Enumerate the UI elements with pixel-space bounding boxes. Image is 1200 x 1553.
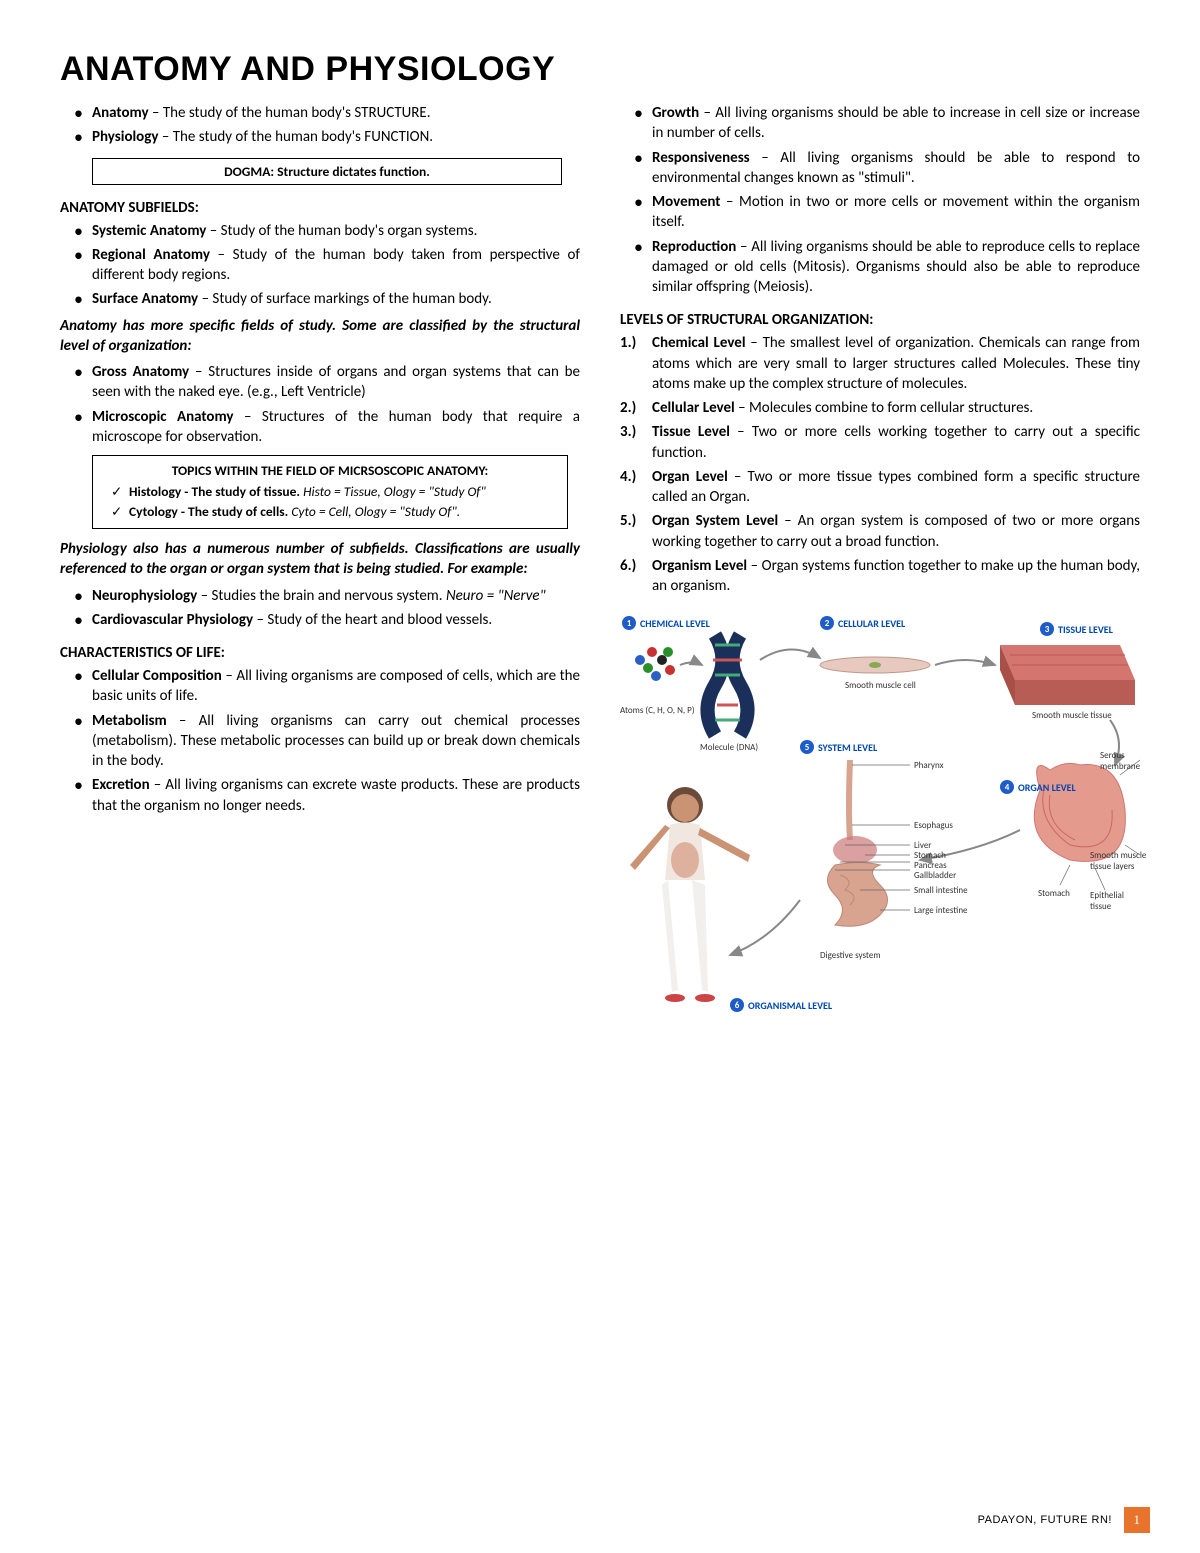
level-chemical: 1.)Chemical Level – The smallest level o… [652, 333, 1140, 394]
dogma-box: DOGMA: Structure dictates function. [92, 158, 562, 185]
badge-cellular: 2CELLULAR LEVEL [820, 616, 905, 630]
right-column: Growth – All living organisms should be … [620, 103, 1140, 1030]
char-metabolism: Metabolism – All living organisms can ca… [92, 711, 580, 772]
field-gross: Gross Anatomy – Structures inside of org… [92, 362, 580, 403]
def-anatomy: Anatomy – The study of the human body's … [92, 103, 580, 123]
levels-diagram: 1CHEMICAL LEVEL 2CELLULAR LEVEL 3TISSUE … [620, 610, 1140, 1030]
micro-cytology: Cytology - The study of cells. Cyto = Ce… [129, 503, 553, 521]
atoms-graphic [635, 647, 675, 681]
physiology-subfields-list: Neurophysiology – Studies the brain and … [60, 586, 580, 631]
char-movement: Movement – Motion in two or more cells o… [652, 192, 1140, 233]
level-organism: 6.)Organism Level – Organ systems functi… [652, 556, 1140, 597]
micro-histology: Histology - The study of tissue. Histo =… [129, 483, 553, 501]
label-smooth-layers: Smooth muscle tissue layers [1090, 850, 1150, 872]
label-digestive: Digestive system [820, 950, 881, 961]
label-gallbladder: Gallbladder [914, 870, 956, 881]
label-smooth-tissue: Smooth muscle tissue [1032, 710, 1112, 721]
subfield-regional: Regional Anatomy – Study of the human bo… [92, 245, 580, 286]
subfields-list: Systemic Anatomy – Study of the human bo… [60, 221, 580, 310]
microscopic-topics-box: TOPICS WITHIN THE FIELD OF MICRSOSCOPIC … [92, 455, 568, 529]
label-serous: Serous membrane [1100, 750, 1150, 772]
label-small-intestine: Small intestine [914, 885, 968, 896]
label-stomach: Stomach [1038, 888, 1070, 899]
subfield-systemic: Systemic Anatomy – Study of the human bo… [92, 221, 580, 241]
classified-paragraph: Anatomy has more specific fields of stud… [60, 316, 580, 357]
left-column: Anatomy – The study of the human body's … [60, 103, 580, 1030]
def-physiology: Physiology – The study of the human body… [92, 127, 580, 147]
badge-organ: 4ORGAN LEVEL [1000, 780, 1076, 794]
cell-graphic [820, 657, 930, 673]
label-atoms: Atoms (C, H, O, N, P) [620, 705, 695, 716]
organ-graphic [1034, 764, 1125, 862]
char-reproduction: Reproduction – All living organisms shou… [652, 237, 1140, 298]
badge-tissue: 3TISSUE LEVEL [1040, 622, 1113, 636]
characteristics-list-right: Growth – All living organisms should be … [620, 103, 1140, 297]
label-esophagus: Esophagus [914, 820, 953, 831]
physio-neuro: Neurophysiology – Studies the brain and … [92, 586, 580, 606]
diagram-svg [620, 610, 1140, 1030]
level-organ: 4.)Organ Level – Two or more tissue type… [652, 467, 1140, 508]
subfield-surface: Surface Anatomy – Study of surface marki… [92, 289, 580, 309]
level-system: 5.)Organ System Level – An organ system … [652, 511, 1140, 552]
char-responsiveness: Responsiveness – All living organisms sh… [652, 148, 1140, 189]
subfields-heading: ANATOMY SUBFIELDS: [60, 199, 580, 217]
footer-text: PADAYON, FUTURE RN! [978, 1514, 1112, 1526]
char-growth: Growth – All living organisms should be … [652, 103, 1140, 144]
badge-organismal: 6ORGANISMAL LEVEL [730, 998, 832, 1012]
tissue-graphic [1000, 645, 1135, 705]
page-number: 1 [1124, 1507, 1150, 1533]
char-excretion: Excretion – All living organisms can exc… [92, 775, 580, 816]
label-epithelial: Epithelial tissue [1090, 890, 1140, 912]
structural-fields-list: Gross Anatomy – Structures inside of org… [60, 362, 580, 447]
levels-heading: LEVELS OF STRUCTURAL ORGANIZATION: [620, 311, 1140, 329]
level-cellular: 2.)Cellular Level – Molecules combine to… [652, 398, 1140, 418]
organism-graphic [630, 787, 750, 1002]
field-microscopic: Microscopic Anatomy – Structures of the … [92, 407, 580, 448]
micro-box-title: TOPICS WITHIN THE FIELD OF MICRSOSCOPIC … [107, 462, 553, 479]
characteristics-list-left: Cellular Composition – All living organi… [60, 666, 580, 816]
label-smooth-cell: Smooth muscle cell [845, 680, 916, 691]
level-tissue: 3.)Tissue Level – Two or more cells work… [652, 422, 1140, 463]
page-footer: PADAYON, FUTURE RN! 1 [978, 1507, 1150, 1533]
definitions-list: Anatomy – The study of the human body's … [60, 103, 580, 148]
physio-cardio: Cardiovascular Physiology – Study of the… [92, 610, 580, 630]
badge-chemical: 1CHEMICAL LEVEL [622, 616, 710, 630]
label-pharynx: Pharynx [914, 760, 944, 771]
physiology-paragraph: Physiology also has a numerous number of… [60, 539, 580, 580]
levels-list: 1.)Chemical Level – The smallest level o… [620, 333, 1140, 596]
badge-system: 5SYSTEM LEVEL [800, 740, 877, 754]
label-molecule: Molecule (DNA) [700, 742, 758, 753]
dna-graphic [708, 635, 748, 735]
page-title: ANATOMY AND PHYSIOLOGY [60, 50, 1140, 89]
label-large-intestine: Large intestine [914, 905, 968, 916]
system-graphic [828, 760, 888, 926]
char-cellular: Cellular Composition – All living organi… [92, 666, 580, 707]
characteristics-heading: CHARACTERISTICS OF LIFE: [60, 644, 580, 662]
